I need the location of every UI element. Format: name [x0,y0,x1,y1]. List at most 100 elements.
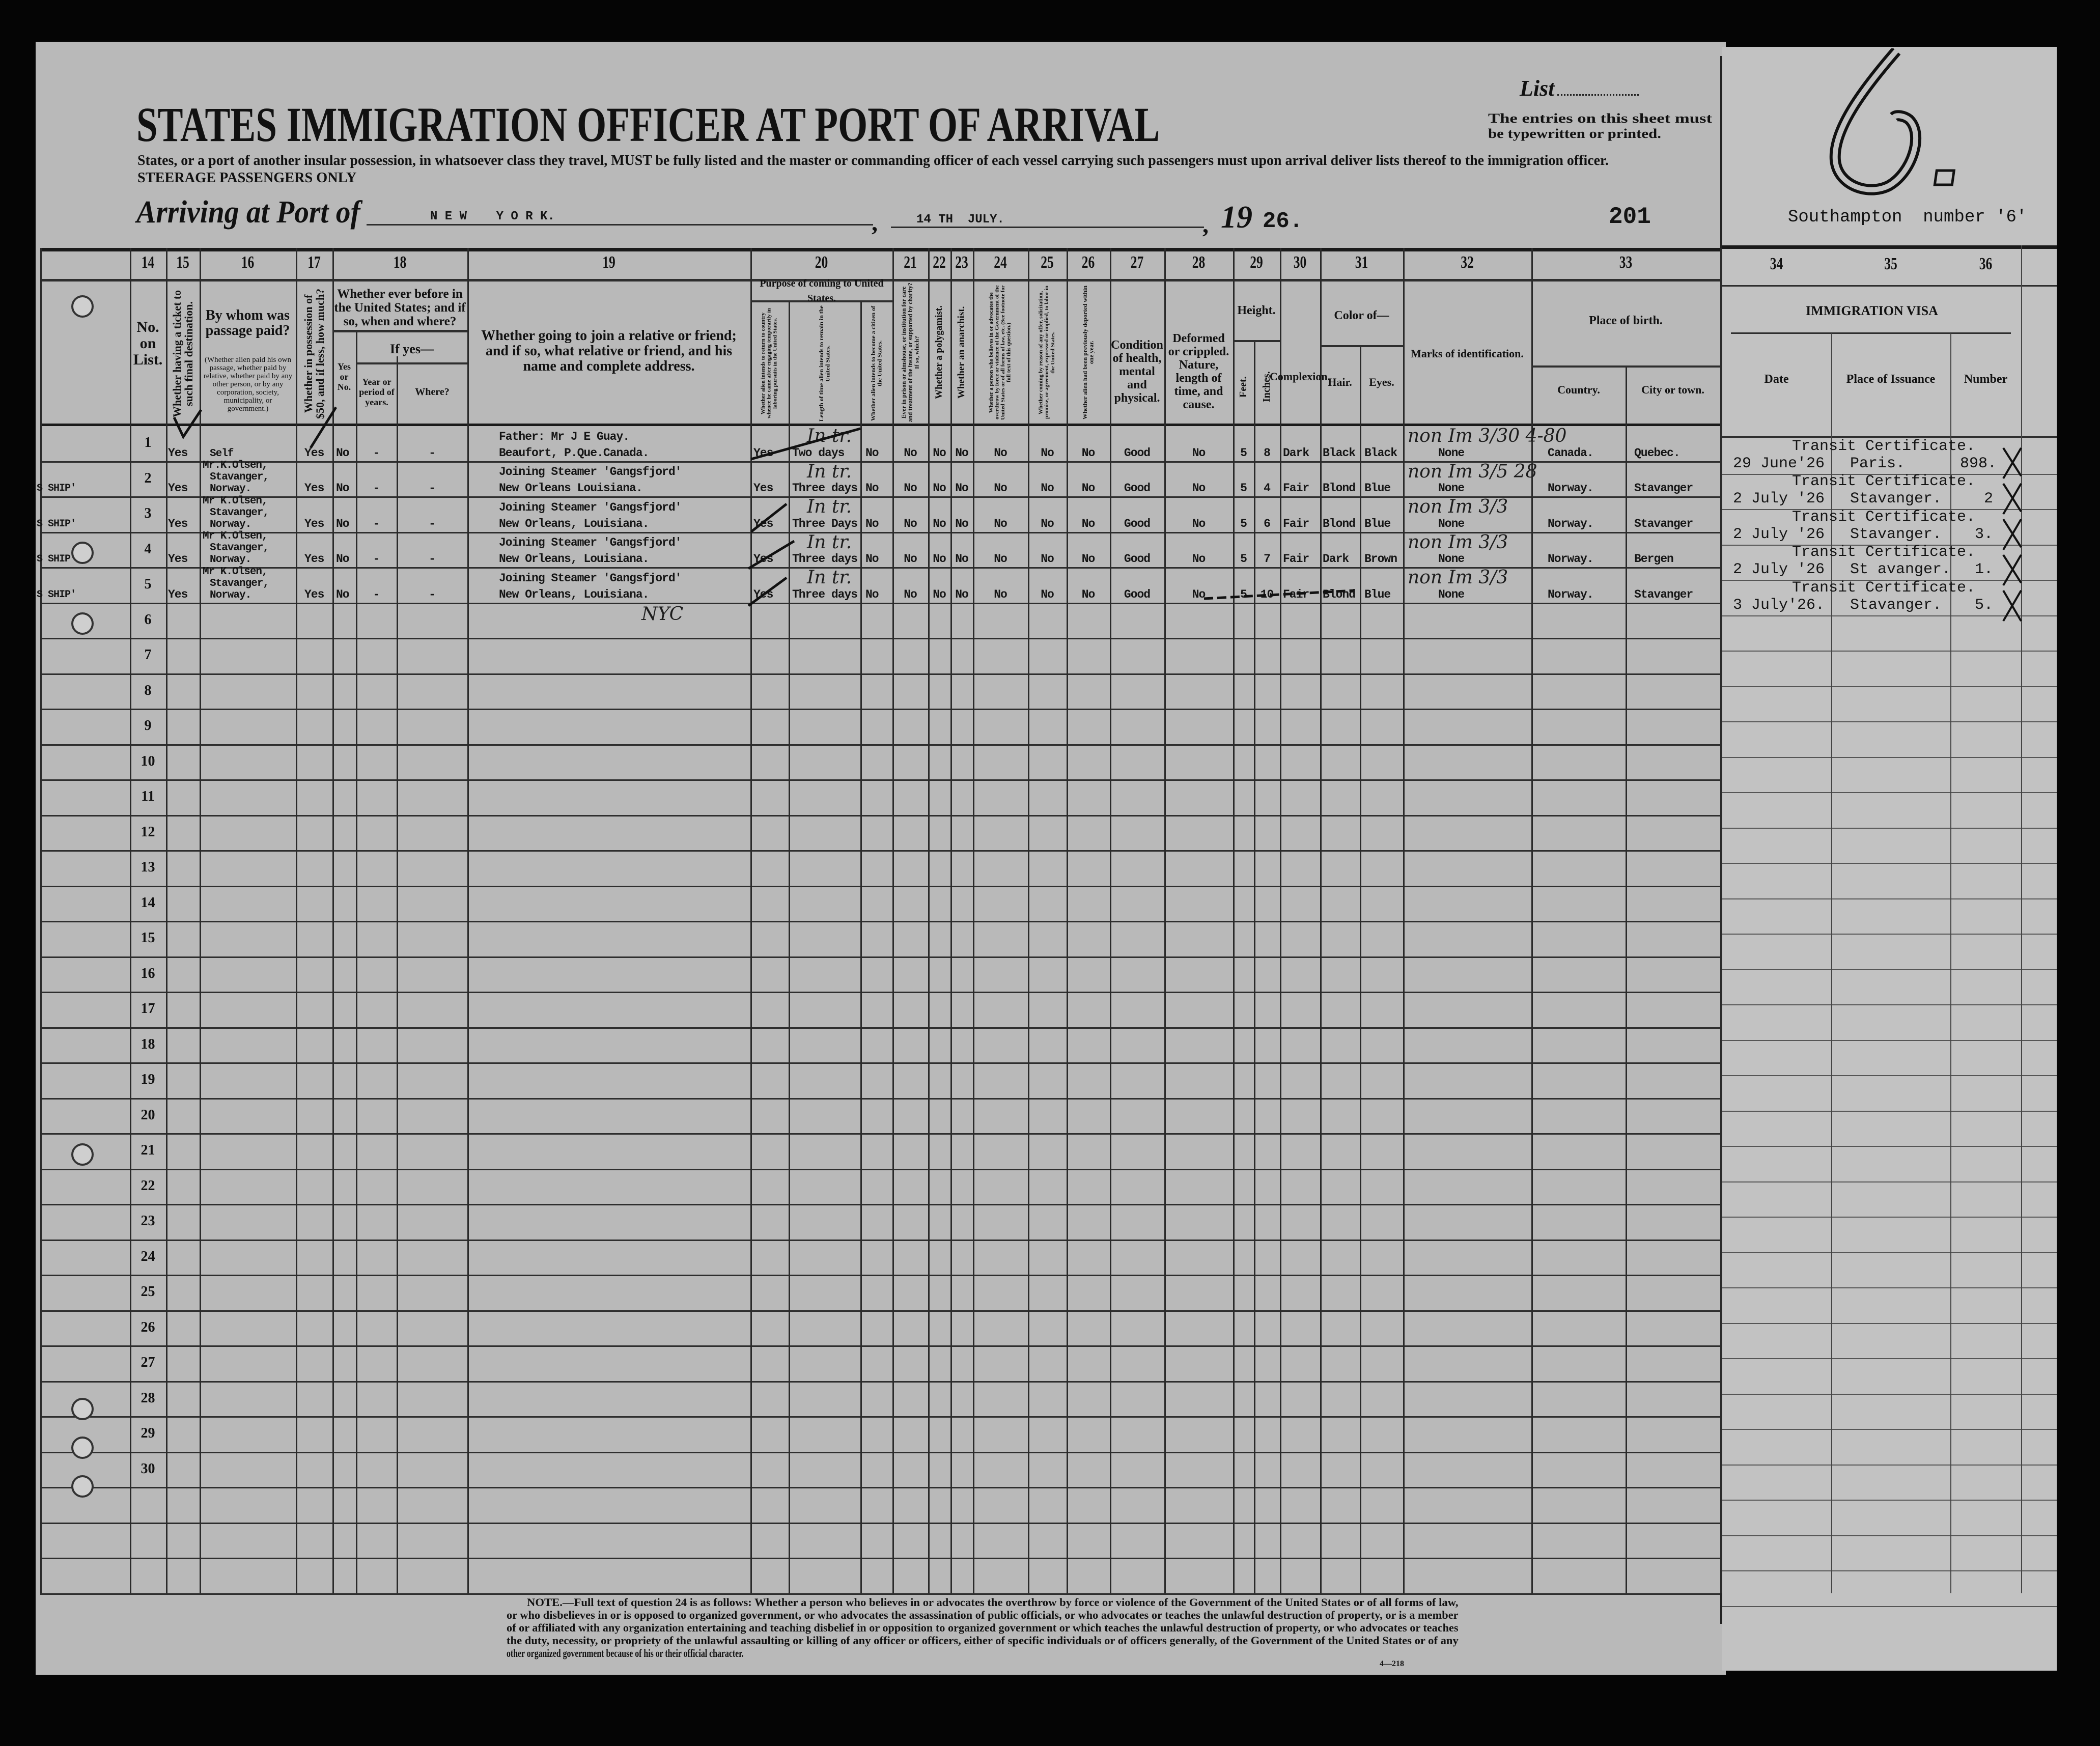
cell-deformed: No [1192,517,1206,530]
header-no-on-list: No. on List. [133,319,163,368]
header-c26-deported: Whether alien had been previously deport… [1081,286,1095,419]
header-complexion: Complexion. [1269,370,1331,383]
cell-polygamist: No [933,482,946,495]
column-number-27: 27 [1130,253,1144,272]
cell-health: Good [1124,587,1151,601]
cell-before: No [336,517,350,530]
cell-before: No [336,587,350,601]
visa-row-rule [1722,898,2057,899]
cell-q24: No [994,517,1007,530]
cell-before: No [336,446,350,460]
footnote-line: other organized government because of hi… [507,1647,744,1659]
row-number: 16 [141,965,155,981]
visa-place: Paris. [1850,455,1906,472]
header-color-of: Color of— [1334,309,1389,322]
column-number-33: 33 [1619,253,1633,272]
header-c20-return: Whether alien intends to return to count… [760,308,778,419]
cell-feet: 5 [1240,587,1247,601]
c29-subrule [1233,340,1280,342]
column-number-21: 21 [904,253,917,272]
column-rule [1531,248,1533,1593]
header-c18-yesno: Yes or No. [337,361,351,392]
date-underline [891,227,1204,228]
cell-paid-by: Stavanger, [210,471,269,483]
visa-row-rule [1722,1500,2057,1501]
visa-row-rule [1722,1075,2057,1076]
row-number: 11 [141,788,155,804]
header-c18-year: Year or period of years. [359,377,395,407]
visa-title-rule [1731,332,2011,334]
cell-possession: Yes [304,552,324,566]
column-rule [1233,248,1235,1593]
cell-q24: No [994,446,1007,460]
cell-deformed: No [1192,482,1206,495]
row-rule [40,602,1720,604]
visa-date: 3 July'26. [1733,596,1825,614]
entries-note: The entries on this sheet must be typewr… [1488,111,1712,142]
visa-row-rule [1722,1217,2057,1218]
footnote: NOTE.—Full text of question 24 is as fol… [507,1596,1479,1659]
header-passage-paid-note: (Whether alien paid his own passage, whe… [203,356,293,413]
column-rule [1320,248,1322,1593]
column-rule [200,248,201,1593]
port-value: N E W Y O R K. [430,210,555,223]
row-rule [40,638,1720,639]
header-purpose: Purpose of coming to United States. [760,278,884,304]
cell-marks: None [1438,587,1465,601]
visa-place: St avanger. [1850,561,1951,578]
row-number: 2 [144,470,152,486]
visa-number-rule [1722,285,2057,287]
year-suffix: 26. [1263,209,1303,234]
cell-length: Three days [792,482,858,495]
cell-marks: None [1438,482,1465,495]
visa-row-rule [1722,1004,2057,1005]
cell-marks: None [1438,446,1465,460]
cell-relative: New Orleans, Louisiana. [499,552,649,566]
visa-row-rule [1722,580,2057,581]
cell-relative: New Orleans Louisiana. [499,482,643,495]
cell-inches: 6 [1264,517,1271,530]
visa-row-rule [1722,863,2057,864]
cell-hair: Dark [1323,552,1349,566]
instructions-text: States, or a port of another insular pos… [137,153,1609,168]
visa-row-rule [1722,756,2057,758]
row-number: 9 [144,718,152,734]
cell-before: No [336,552,350,566]
visa-type: Transit Certificate. [1792,544,1976,561]
c33-subrule [1531,365,1720,368]
cell-country: Norway. [1548,517,1594,530]
visa-top-rule [1722,245,2057,249]
header-visa-number: Number [1964,372,2008,386]
column-rule [750,248,752,1593]
row-rule [40,1345,1720,1347]
header-hair: Hair. [1328,375,1352,388]
row-number: 10 [141,753,155,769]
column-number-22: 22 [933,253,946,272]
visa-row-rule [1722,1287,2057,1288]
cell-eyes: Blue [1364,517,1391,530]
handwritten-purpose: In tr. [807,531,852,553]
cell-prison: No [904,517,917,530]
entries-note-line1: The entries on this sheet must [1488,111,1713,126]
visa-date: 2 July '26 [1733,490,1825,508]
row-number: 15 [141,930,155,946]
visa-row-rule [1722,969,2057,970]
column-rule [130,248,131,1593]
header-health: Condition of health, mental and physical… [1111,339,1163,405]
cell-year: - [373,517,380,530]
cell-complexion: Fair [1283,552,1309,566]
cell-inches: 10 [1260,587,1274,601]
form-number: 4—218 [1380,1659,1404,1668]
subcolumn-rule [1360,346,1361,1593]
cell-deported: No [1081,517,1096,530]
visa-row-rule [1722,1570,2057,1571]
main-sheet [36,42,1726,1678]
handwritten-purpose: In tr. [807,461,852,482]
column-rule [973,248,974,1593]
steerage-text: STEERAGE PASSENGERS ONLY [137,170,357,186]
row-rule [40,1522,1720,1524]
cell-paid-by: Mr K.Olsen, [203,530,268,542]
cell-paid-by: Norway. [210,518,251,530]
cell-q24: No [994,482,1007,495]
column-rule [166,248,167,1593]
